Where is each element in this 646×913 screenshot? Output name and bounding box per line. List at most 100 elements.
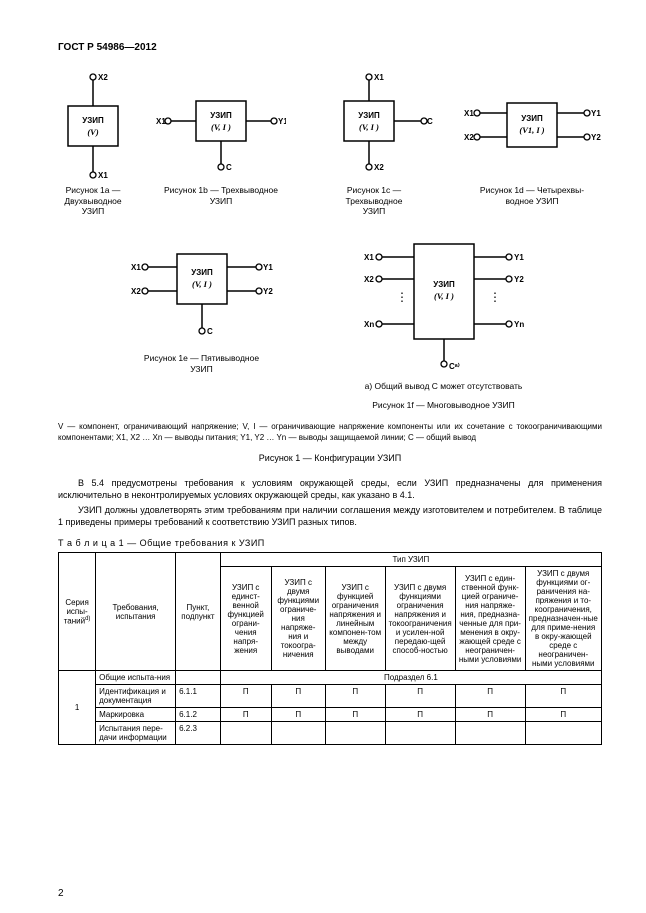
term-x1: X1: [131, 263, 141, 272]
figure-1c: X1 УЗИП (V, I ) C X2 Рисунок 1c —Трехвыв…: [314, 71, 434, 217]
c36: [525, 722, 601, 745]
table-row-1: Идентификация и документация 6.1.1 П П П…: [59, 685, 602, 708]
diagram-1b-svg: УЗИП (V, I ) X1 Y1 C: [156, 71, 286, 181]
table-1-title: Т а б л и ц а 1 — Общие требования к УЗИ…: [58, 538, 602, 548]
term-c: C: [226, 163, 232, 172]
fig-1c-caption: Рисунок 1c —ТрехвыводноеУЗИП: [346, 185, 403, 217]
fig-1e-caption: Рисунок 1e — ПятивыводноеУЗИП: [144, 353, 259, 374]
figure-row-2: УЗИП (V, I ) X1 X2 Y1 Y2 C Рисунок 1e — …: [58, 229, 602, 410]
term-ca: Cᵃ⁾: [449, 362, 460, 371]
box-sub: (V): [87, 127, 99, 137]
figure-1e: УЗИП (V, I ) X1 X2 Y1 Y2 C Рисунок 1e — …: [127, 229, 277, 410]
term-y2: Y2: [263, 287, 273, 296]
c16: П: [525, 685, 601, 708]
th-clause: Пункт,подпункт: [176, 553, 221, 671]
term-c: C: [427, 117, 433, 126]
c32: [271, 722, 325, 745]
th-type-3: УЗИП с функцией ограничения напряжения и…: [325, 567, 385, 671]
c24: П: [385, 708, 455, 722]
box-sub: (V, I ): [434, 291, 454, 301]
c31: [220, 722, 271, 745]
th-type-6: УЗИП с двумя функциями ог-раничения на-п…: [525, 567, 601, 671]
diagram-1d-svg: УЗИП (V1, I ) X1 X2 Y1 Y2: [462, 71, 602, 181]
term-x2: X2: [131, 287, 141, 296]
term-x1: X1: [156, 117, 166, 126]
term-y1: Y1: [263, 263, 273, 272]
term-x2: X2: [364, 275, 374, 284]
box-label: УЗИП: [521, 114, 543, 123]
table-row-common: 1 Общие испыта-ния Подраздел 6.1: [59, 671, 602, 685]
cell-clause-3: 6.2.3: [176, 722, 221, 745]
diagram-1c-svg: X1 УЗИП (V, I ) C X2: [314, 71, 434, 181]
doc-header: ГОСТ Р 54986—2012: [58, 42, 602, 53]
th-type-5: УЗИП с един-ственной функ-цией ограниче-…: [455, 567, 525, 671]
cell-req-1: Идентификация и документация: [96, 685, 176, 708]
figure-1-title: Рисунок 1 — Конфигурации УЗИП: [58, 453, 602, 463]
term-c: C: [207, 327, 213, 336]
c33: [325, 722, 385, 745]
box-label: УЗИП: [358, 111, 380, 120]
figure-1a: X2 УЗИП (V) X1 Рисунок 1a —ДвухвыводноеУ…: [58, 71, 128, 217]
table-header-row-1: Серияиспы-танийd) Требования,испытания П…: [59, 553, 602, 567]
box-sub: (V, I ): [211, 122, 231, 132]
c15: П: [455, 685, 525, 708]
term-x1: X1: [98, 171, 108, 180]
term-xn: Xn: [364, 320, 374, 329]
term-y1: Y1: [514, 253, 524, 262]
term-x1: X1: [374, 73, 384, 82]
fig-1a-caption: Рисунок 1a —ДвухвыводноеУЗИП: [64, 185, 121, 217]
diagram-1a-svg: X2 УЗИП (V) X1: [58, 71, 128, 181]
fig-1d-caption: Рисунок 1d — Четырехвы-водное УЗИП: [480, 185, 584, 206]
c12: П: [271, 685, 325, 708]
th-type-1: УЗИП с единст-венной функцией ограни-чен…: [220, 567, 271, 671]
box-label: УЗИП: [82, 116, 104, 125]
cell-series-1: 1: [59, 671, 96, 745]
paragraph-1: В 5.4 предусмотрены требования к условия…: [58, 477, 602, 501]
figure-legend: V — компонент, ограничивающий напряжение…: [58, 422, 602, 443]
c34: [385, 722, 455, 745]
c25: П: [455, 708, 525, 722]
table-row-2: Маркировка 6.1.2 П П П П П П: [59, 708, 602, 722]
page: ГОСТ Р 54986—2012 X2 УЗИП (V) X1 Рисунок…: [0, 0, 646, 913]
box-sub: (V, I ): [192, 279, 212, 289]
cell-clause-2: 6.1.2: [176, 708, 221, 722]
figure-1d: УЗИП (V1, I ) X1 X2 Y1 Y2 Рисунок 1d — Ч…: [462, 71, 602, 217]
term-y2: Y2: [514, 275, 524, 284]
fig-1f-caption: Рисунок 1f — Многовыводное УЗИП: [372, 400, 515, 411]
term-x2: X2: [464, 133, 474, 142]
box-label: УЗИП: [433, 280, 455, 289]
fig-1f-note: a) Общий вывод C может отсутствовать: [365, 381, 523, 392]
fig-1b-caption: Рисунок 1b — ТрехвыводноеУЗИП: [164, 185, 278, 206]
term-x1: X1: [464, 109, 474, 118]
cell-req-3: Испытания пере-дачи информации: [96, 722, 176, 745]
term-x1: X1: [364, 253, 374, 262]
box-label: УЗИП: [191, 268, 213, 277]
cell-req-2: Маркировка: [96, 708, 176, 722]
box-sub: (V, I ): [359, 122, 379, 132]
c13: П: [325, 685, 385, 708]
th-series: Серияиспы-танийd): [59, 553, 96, 671]
box-label: УЗИП: [210, 111, 232, 120]
term-y2: Y2: [591, 133, 601, 142]
c23: П: [325, 708, 385, 722]
term-y1: Y1: [278, 117, 286, 126]
cell-clause-1: 6.1.1: [176, 685, 221, 708]
diagram-1e-svg: УЗИП (V, I ) X1 X2 Y1 Y2 C: [127, 229, 277, 349]
term-x2: X2: [374, 163, 384, 172]
figure-row-1: X2 УЗИП (V) X1 Рисунок 1a —ДвухвыводноеУ…: [58, 71, 602, 217]
c21: П: [220, 708, 271, 722]
paragraph-2: УЗИП должны удовлетворять этим требовани…: [58, 504, 602, 528]
figure-1b: УЗИП (V, I ) X1 Y1 C Рисунок 1b — Трехвы…: [156, 71, 286, 217]
table-row-3: Испытания пере-дачи информации 6.2.3: [59, 722, 602, 745]
cell-clause-0: [176, 671, 221, 685]
cell-subhdr: Подраздел 6.1: [220, 671, 601, 685]
th-type-2: УЗИП с двумя функциями ограниче-ния напр…: [271, 567, 325, 671]
dots-l: ⋮: [396, 290, 408, 304]
c35: [455, 722, 525, 745]
diagram-1f-svg: УЗИП (V, I ) X1 X2 ⋮ Xn Y1 Y2 ⋮ Yn Cᵃ⁾: [354, 229, 534, 379]
box-sub: (V1, I ): [519, 125, 544, 135]
c14: П: [385, 685, 455, 708]
c11: П: [220, 685, 271, 708]
term-yn: Yn: [514, 320, 524, 329]
th-req: Требования,испытания: [96, 553, 176, 671]
